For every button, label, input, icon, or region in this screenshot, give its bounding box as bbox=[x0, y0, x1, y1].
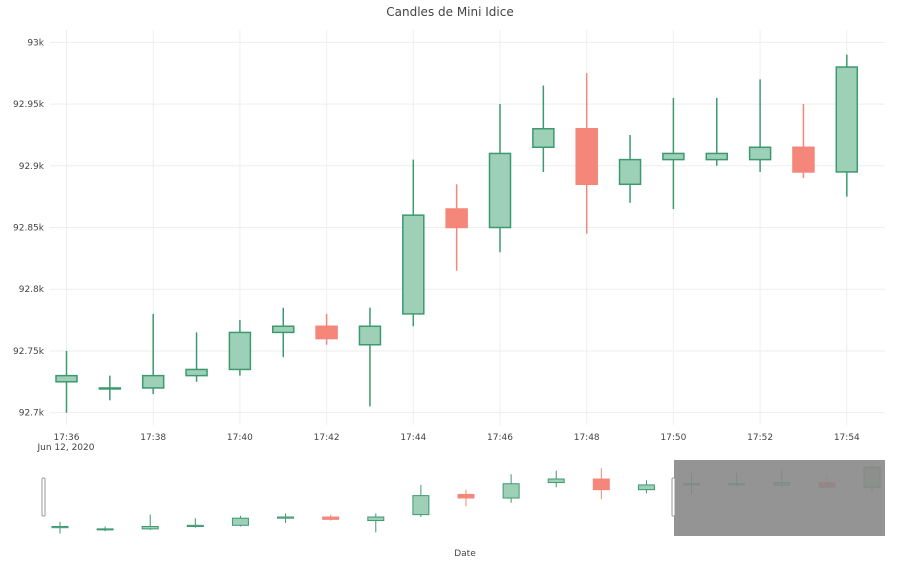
candle[interactable] bbox=[532, 85, 555, 172]
slider-candle-body bbox=[592, 478, 610, 491]
y-tick-label: 92.7k bbox=[19, 409, 45, 419]
candle-body bbox=[358, 325, 382, 346]
candle[interactable] bbox=[55, 350, 78, 413]
candle[interactable] bbox=[445, 184, 468, 271]
candle-body bbox=[141, 374, 165, 389]
x-tick-label: 17:44 bbox=[400, 433, 426, 443]
slider-candle[interactable] bbox=[96, 526, 114, 532]
slider-candle-body bbox=[547, 478, 565, 484]
y-tick-label: 92.9k bbox=[19, 162, 45, 172]
x-axis-date-label: Jun 12, 2020 bbox=[36, 443, 94, 453]
slider-candle[interactable] bbox=[547, 470, 565, 488]
candle-body bbox=[228, 331, 252, 371]
slider-candle[interactable] bbox=[412, 484, 430, 517]
slider-candle[interactable] bbox=[322, 514, 340, 521]
slider-candle-body bbox=[51, 526, 69, 529]
range-slider-left-handle[interactable] bbox=[41, 477, 46, 517]
slider-candle[interactable] bbox=[51, 521, 69, 534]
y-tick-label: 92.75k bbox=[13, 347, 45, 357]
candles[interactable] bbox=[55, 54, 859, 413]
slider-candle-body bbox=[231, 517, 249, 526]
x-axis-title: Date bbox=[454, 549, 476, 559]
y-tick-label: 92.85k bbox=[13, 224, 45, 234]
candle-body bbox=[55, 374, 78, 383]
candle[interactable] bbox=[488, 104, 512, 253]
candle[interactable] bbox=[315, 313, 338, 345]
candle-body bbox=[488, 152, 512, 229]
candle[interactable] bbox=[618, 134, 642, 203]
slider-candle-body bbox=[637, 484, 655, 491]
slider-candle-body bbox=[457, 493, 475, 499]
candle[interactable] bbox=[141, 313, 165, 395]
x-tick-label: 17:46 bbox=[487, 433, 513, 443]
slider-candle-body bbox=[141, 526, 159, 530]
x-tick-label: 17:50 bbox=[660, 433, 686, 443]
candle[interactable] bbox=[228, 320, 252, 376]
candle-body bbox=[315, 325, 338, 340]
y-tick-label: 93k bbox=[27, 38, 44, 48]
y-tick-label: 92.95k bbox=[13, 100, 45, 110]
range-slider[interactable] bbox=[41, 460, 885, 536]
y-axis: 92.7k 92.75k 92.8k 92.85k 92.9k 92.95k 93k bbox=[13, 38, 45, 418]
x-tick-label: 17:38 bbox=[140, 433, 166, 443]
slider-candle[interactable] bbox=[592, 468, 610, 500]
candle[interactable] bbox=[272, 307, 295, 358]
x-tick-label: 17:48 bbox=[574, 433, 600, 443]
candle[interactable] bbox=[662, 97, 685, 209]
candle-body bbox=[662, 152, 685, 161]
slider-candle-body bbox=[186, 524, 204, 527]
slider-candle[interactable] bbox=[457, 489, 475, 507]
candle-body bbox=[835, 66, 859, 173]
candle[interactable] bbox=[575, 73, 598, 234]
candle[interactable] bbox=[98, 375, 122, 401]
slider-candle-body bbox=[367, 516, 385, 522]
x-tick-label: 17:52 bbox=[747, 433, 773, 443]
slider-candle-body bbox=[277, 516, 295, 519]
candle-body bbox=[445, 208, 468, 229]
range-slider-right-handle[interactable] bbox=[671, 477, 676, 517]
candle[interactable] bbox=[748, 79, 772, 172]
candle[interactable] bbox=[185, 332, 208, 382]
candle-body bbox=[185, 368, 208, 377]
x-tick-label: 17:40 bbox=[227, 433, 253, 443]
candle-body bbox=[532, 128, 555, 149]
candle-body bbox=[792, 146, 815, 173]
candle[interactable] bbox=[358, 307, 382, 407]
candle-body bbox=[575, 128, 598, 186]
slider-candle-body bbox=[412, 495, 430, 516]
y-tick-label: 92.8k bbox=[19, 285, 45, 295]
slider-candle[interactable] bbox=[141, 514, 159, 531]
slider-candle[interactable] bbox=[186, 518, 204, 528]
x-tick-label: 17:54 bbox=[834, 433, 860, 443]
candle-body bbox=[618, 158, 642, 186]
candle-body bbox=[402, 214, 425, 315]
slider-candle-body bbox=[322, 516, 340, 520]
slider-candle[interactable] bbox=[231, 515, 249, 527]
range-slider-mask bbox=[674, 460, 885, 536]
candle-body bbox=[748, 146, 772, 161]
x-tick-label: 17:36 bbox=[54, 433, 80, 443]
candle-body bbox=[705, 152, 728, 161]
candle[interactable] bbox=[835, 54, 859, 197]
candle-body bbox=[272, 325, 295, 334]
slider-candle[interactable] bbox=[637, 480, 655, 494]
chart-title: Candles de Mini Idice bbox=[386, 5, 513, 19]
x-axis: 17:36 17:38 17:40 17:42 17:44 17:46 17:48 17:50… bbox=[54, 433, 861, 443]
candle[interactable] bbox=[792, 104, 815, 179]
slider-candle-body bbox=[502, 483, 520, 499]
slider-candle[interactable] bbox=[502, 474, 520, 503]
candle-body bbox=[98, 387, 122, 390]
slider-candle[interactable] bbox=[367, 513, 385, 533]
slider-candle[interactable] bbox=[277, 513, 295, 523]
candle[interactable] bbox=[705, 97, 728, 166]
candle[interactable] bbox=[402, 159, 425, 327]
slider-candle-body bbox=[96, 528, 114, 531]
x-tick-label: 17:42 bbox=[314, 433, 340, 443]
